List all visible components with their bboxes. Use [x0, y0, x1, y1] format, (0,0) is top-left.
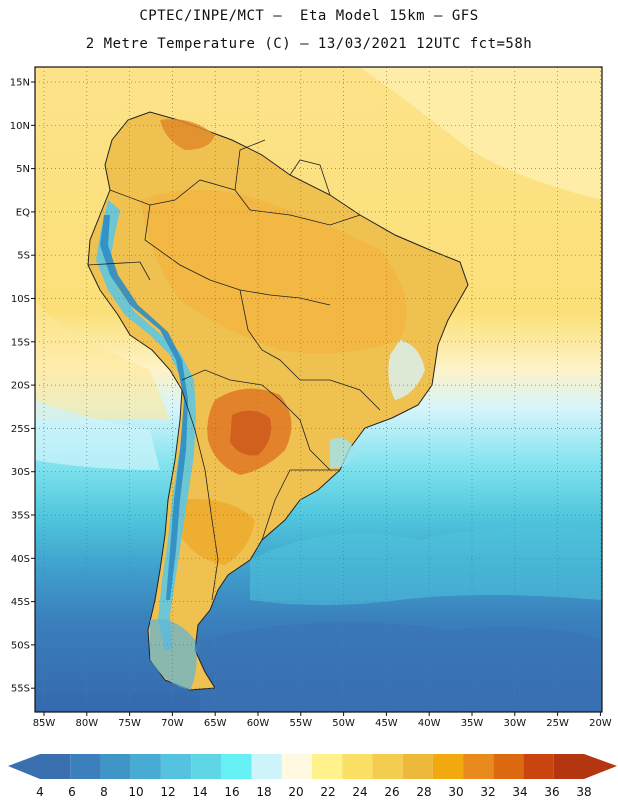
colorbar-swatch — [281, 754, 312, 779]
lat-label: 40S — [11, 554, 30, 565]
colorbar-tick-label: 16 — [224, 785, 239, 799]
lon-label: 25W — [546, 718, 569, 729]
colorbar-tick-label: 26 — [384, 785, 399, 799]
latitude-labels: 15N 10N 5N EQ 5S 10S 15S 20S 25S 30S 35S 40S 45S 50S 5… — [10, 78, 30, 695]
map-title: CPTEC/INPE/MCT – Eta Model 15km – GFS — [139, 8, 479, 24]
lon-label: 65W — [204, 718, 227, 729]
lat-label: EQ — [16, 207, 30, 218]
colorbar-swatch — [40, 754, 71, 779]
graticule — [31, 67, 602, 716]
lon-label: 80W — [75, 718, 98, 729]
lat-label: 5N — [16, 164, 30, 175]
lon-label: 20W — [589, 718, 612, 729]
colorbar-max-arrow — [584, 754, 617, 779]
colorbar-tick-label: 34 — [512, 785, 527, 799]
colorbar-swatch — [312, 754, 343, 779]
colorbar-swatch — [493, 754, 524, 779]
colorbar-tick-label: 10 — [128, 785, 143, 799]
map-subtitle: 2 Metre Temperature (C) – 13/03/2021 12U… — [85, 36, 533, 52]
lat-label: 15N — [10, 78, 30, 89]
lat-label: 20S — [11, 381, 30, 392]
lat-label: 30S — [11, 467, 30, 478]
colorbar-tick-label: 30 — [448, 785, 463, 799]
lat-label: 35S — [11, 511, 30, 522]
colorbar-swatch — [191, 754, 222, 779]
lat-label: 5S — [17, 251, 30, 262]
lat-label: 25S — [11, 424, 30, 435]
colorbar-swatch — [70, 754, 101, 779]
colorbar-tick-label: 22 — [320, 785, 335, 799]
colorbar-swatch — [463, 754, 494, 779]
lon-label: 85W — [33, 718, 56, 729]
colorbar-swatch — [221, 754, 252, 779]
colorbar-tick-label: 12 — [160, 785, 175, 799]
colorbar-swatch — [100, 754, 131, 779]
lat-label: 50S — [11, 640, 30, 651]
lon-label: 30W — [503, 718, 526, 729]
colorbar-min-arrow — [8, 754, 40, 779]
colorbar-tick-label: 4 — [36, 785, 44, 799]
colorbar-tick-label: 20 — [288, 785, 303, 799]
colorbar-swatch — [402, 754, 433, 779]
colorbar-tick-label: 6 — [68, 785, 76, 799]
plot-frame — [34, 66, 603, 713]
lat-label: 15S — [11, 337, 30, 348]
lat-label: 45S — [11, 597, 30, 608]
colorbar-swatch — [160, 754, 192, 779]
colorbar-swatch — [372, 754, 403, 779]
colorbar-tick-label: 36 — [544, 785, 559, 799]
colorbar: 4 6 8 10 12 14 16 18 20 22 24 26 28 30 32 34 36 38 — [8, 754, 617, 799]
lon-label: 35W — [461, 718, 484, 729]
colorbar-swatch — [553, 754, 584, 779]
colorbar-tick-label: 28 — [416, 785, 431, 799]
colorbar-swatch — [342, 754, 373, 779]
colorbar-swatch — [130, 754, 161, 779]
colorbar-tick-label: 18 — [256, 785, 271, 799]
lon-label: 55W — [289, 718, 312, 729]
lat-label: 10N — [10, 121, 30, 132]
colorbar-swatch — [523, 754, 554, 779]
colorbar-swatch — [251, 754, 282, 779]
colorbar-tick-label: 38 — [576, 785, 591, 799]
colorbar-swatch — [432, 754, 464, 779]
temperature-field — [35, 67, 602, 712]
lat-label: 55S — [11, 684, 30, 695]
lon-label: 40W — [418, 718, 441, 729]
country-borders — [87, 139, 381, 601]
colorbar-tick-label: 14 — [192, 785, 207, 799]
colorbar-tick-label: 32 — [480, 785, 495, 799]
lon-label: 75W — [118, 718, 141, 729]
lon-label: 45W — [375, 718, 398, 729]
lon-label: 70W — [161, 718, 184, 729]
lon-label: 60W — [247, 718, 270, 729]
colorbar-tick-label: 8 — [100, 785, 108, 799]
lat-label: 10S — [11, 294, 30, 305]
longitude-labels: 85W 80W 75W 70W 65W 60W 55W 50W 45W 40W 35W 30W 25W 2… — [33, 718, 612, 729]
colorbar-tick-label: 24 — [352, 785, 367, 799]
lon-label: 50W — [332, 718, 355, 729]
